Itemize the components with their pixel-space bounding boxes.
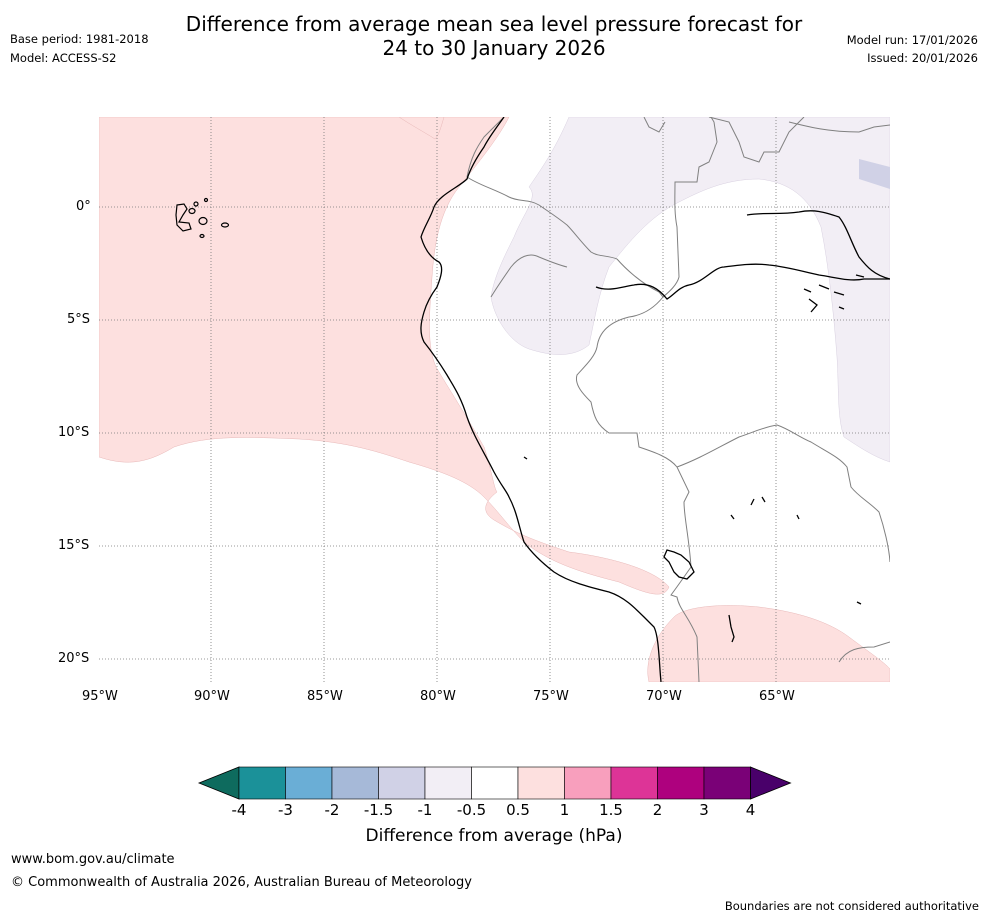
colorbar-segment xyxy=(517,766,565,800)
colorbar-tick-label: -1 xyxy=(417,801,433,819)
footer-copyright: © Commonwealth of Australia 2026, Austra… xyxy=(11,875,472,890)
negative-anomaly-strong xyxy=(859,159,890,189)
lat-label-20s: 20°S xyxy=(58,651,90,666)
gridlines xyxy=(99,117,890,682)
lat-label-10s: 10°S xyxy=(58,425,90,440)
lon-label-90w: 90°W xyxy=(194,689,230,704)
negative-anomaly-region xyxy=(490,117,890,463)
map-panel xyxy=(99,117,890,682)
footer-url: www.bom.gov.au/climate xyxy=(11,852,175,867)
lat-label-15s: 15°S xyxy=(58,538,90,553)
colorbar-segment xyxy=(331,766,379,800)
lat-label-0: 0° xyxy=(76,199,91,214)
colorbar-segment xyxy=(424,766,472,800)
model-name: Model: ACCESS-S2 xyxy=(10,51,117,65)
colorbar-segment xyxy=(657,766,705,800)
colorbar-tick-label: 3 xyxy=(699,801,709,819)
colorbar xyxy=(197,766,792,800)
title-line-1: Difference from average mean sea level p… xyxy=(185,12,803,36)
colorbar-segment xyxy=(285,766,333,800)
colorbar-segment xyxy=(703,766,751,800)
colorbar-tick-label: -3 xyxy=(278,801,293,819)
colorbar-tick-label: -1.5 xyxy=(363,801,394,819)
lat-label-5s: 5°S xyxy=(67,312,91,327)
map-svg xyxy=(99,117,890,682)
footer-disclaimer: Boundaries are not considered authoritat… xyxy=(724,899,979,913)
galapagos-islands xyxy=(175,197,230,239)
colorbar-segment xyxy=(238,766,286,800)
positive-anomaly-patch xyxy=(398,117,445,140)
colorbar-segment xyxy=(610,766,658,800)
lon-label-65w: 65°W xyxy=(759,689,795,704)
lon-label-80w: 80°W xyxy=(420,689,456,704)
colorbar-segment xyxy=(378,766,426,800)
page-title: Difference from average mean sea level p… xyxy=(0,12,988,60)
colorbar-extend-low xyxy=(197,766,240,800)
issued-date: Issued: 20/01/2026 xyxy=(867,51,978,65)
base-period: Base period: 1981-2018 xyxy=(10,32,149,46)
country-borders xyxy=(466,117,890,682)
colorbar-segment xyxy=(564,766,612,800)
positive-anomaly-southeast xyxy=(647,605,890,682)
lon-label-75w: 75°W xyxy=(533,689,569,704)
colorbar-tick-label: -4 xyxy=(231,801,247,819)
colorbar-label: Difference from average (hPa) xyxy=(365,826,623,846)
colorbar-extend-high xyxy=(750,766,792,800)
positive-anomaly-region xyxy=(99,117,670,595)
colorbar-tick-label: -2 xyxy=(324,801,340,819)
lon-label-70w: 70°W xyxy=(646,689,682,704)
colorbar-segment xyxy=(471,766,519,800)
title-line-2: 24 to 30 January 2026 xyxy=(382,36,606,60)
colorbar-tick-label: 0.5 xyxy=(506,801,530,819)
model-run: Model run: 17/01/2026 xyxy=(846,33,978,47)
colorbar-tick-label: 4 xyxy=(745,801,756,819)
lon-label-85w: 85°W xyxy=(307,689,343,704)
colorbar-tick-label: 1 xyxy=(559,801,570,819)
coastlines xyxy=(420,117,890,682)
lon-label-95w: 95°W xyxy=(82,689,118,704)
colorbar-tick-label: -0.5 xyxy=(456,801,487,819)
colorbar-tick-label: 1.5 xyxy=(599,801,623,819)
colorbar-tick-label: 2 xyxy=(652,801,663,819)
